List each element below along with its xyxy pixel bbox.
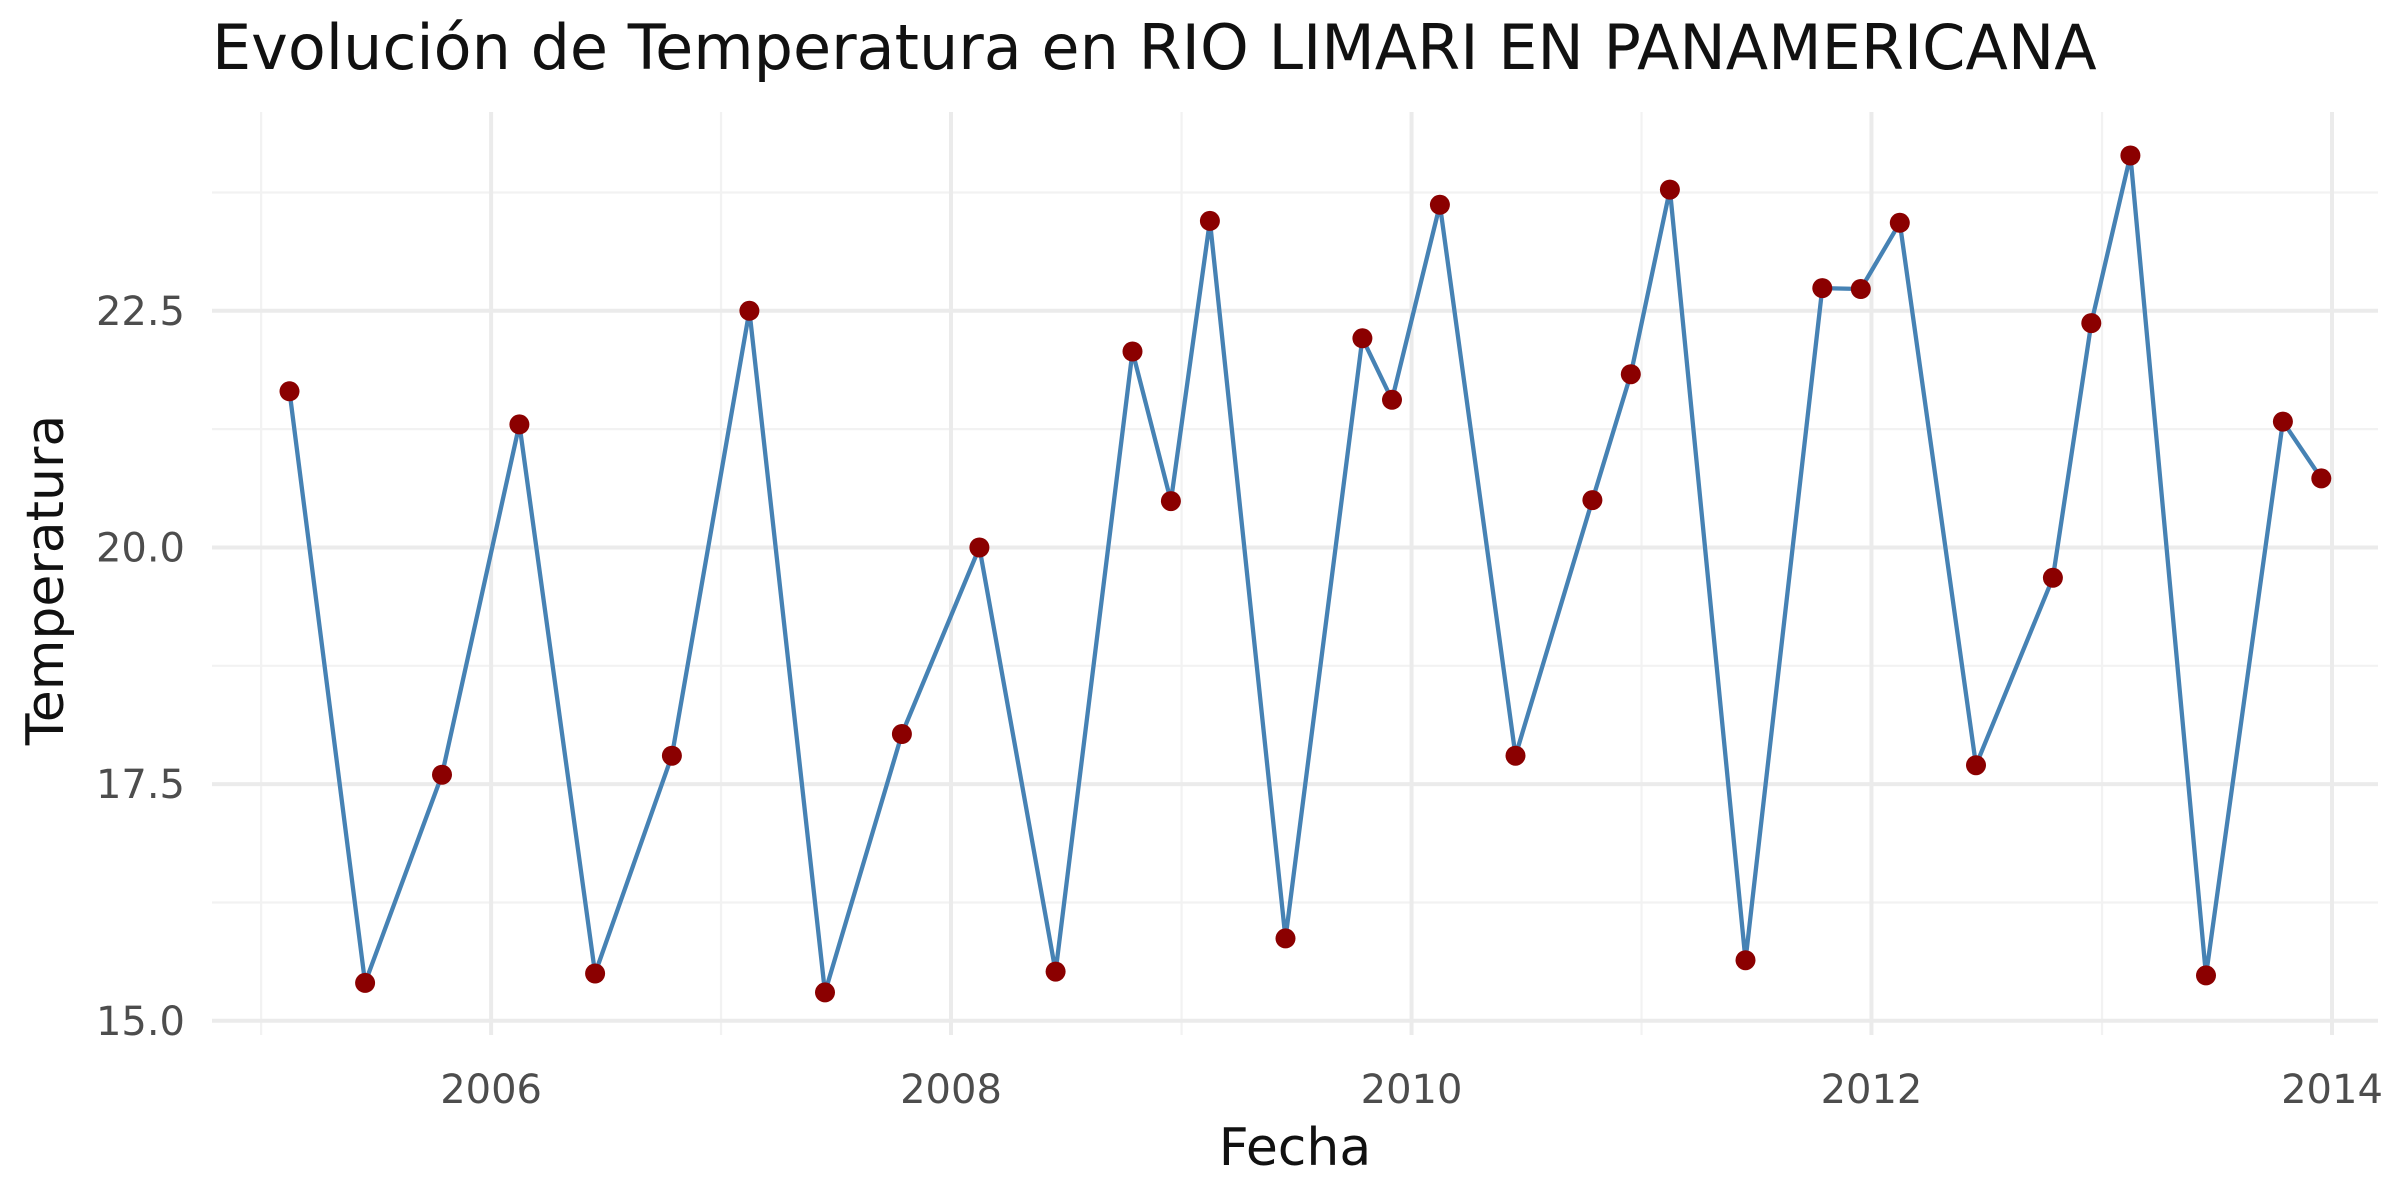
data-point (432, 764, 452, 785)
data-point (1850, 279, 1871, 299)
data-point (2120, 145, 2141, 166)
data-point (1160, 491, 1181, 512)
data-point (661, 745, 682, 766)
x-axis-title: Fecha (1219, 1118, 1371, 1178)
data-point (1812, 278, 1833, 299)
y-tick-label: 17.5 (96, 762, 185, 808)
data-point (1889, 212, 1910, 233)
data-point (1966, 755, 1986, 776)
x-tick-label: 2012 (1821, 1067, 1923, 1113)
y-axis-title: Temperatura (16, 415, 76, 746)
y-tick-label: 20.0 (96, 525, 185, 571)
data-point (1352, 328, 1373, 349)
data-point (2272, 411, 2293, 432)
x-tick-labels: 2006 2008 2010 2012 2014 (440, 1067, 2383, 1113)
data-point (509, 414, 530, 435)
x-tick-label: 2014 (2281, 1067, 2383, 1113)
data-point (1045, 961, 1066, 982)
data-point (891, 724, 912, 744)
data-point (2042, 567, 2063, 588)
data-point (815, 982, 835, 1003)
x-tick-label: 2010 (1361, 1067, 1463, 1113)
data-point (1582, 490, 1603, 511)
y-tick-label: 22.5 (96, 289, 185, 335)
data-point (1275, 928, 1296, 949)
data-point (1620, 364, 1641, 385)
data-point (585, 963, 606, 984)
data-point (969, 537, 990, 558)
data-point (1382, 389, 1402, 410)
y-tick-label: 15.0 (96, 999, 185, 1045)
data-point (1429, 194, 1450, 215)
data-point (1199, 210, 1220, 231)
data-point (1505, 745, 1526, 766)
x-tick-label: 2008 (900, 1067, 1002, 1113)
grid (212, 112, 2378, 1035)
data-point (279, 381, 300, 402)
series-group (279, 145, 2332, 1003)
data-point (2311, 468, 2332, 489)
data-point (1659, 179, 1680, 200)
y-tick-labels: 15.0 17.5 20.0 22.5 (96, 289, 185, 1045)
x-tick-label: 2006 (440, 1067, 542, 1113)
chart-title: Evolución de Temperatura en RIO LIMARI E… (212, 11, 2097, 84)
data-point (2196, 965, 2216, 986)
data-point (2081, 313, 2102, 334)
series-line (287, 153, 2324, 995)
data-point (1122, 341, 1143, 362)
data-point (355, 972, 376, 993)
data-point (1735, 950, 1756, 971)
data-point (739, 300, 760, 321)
